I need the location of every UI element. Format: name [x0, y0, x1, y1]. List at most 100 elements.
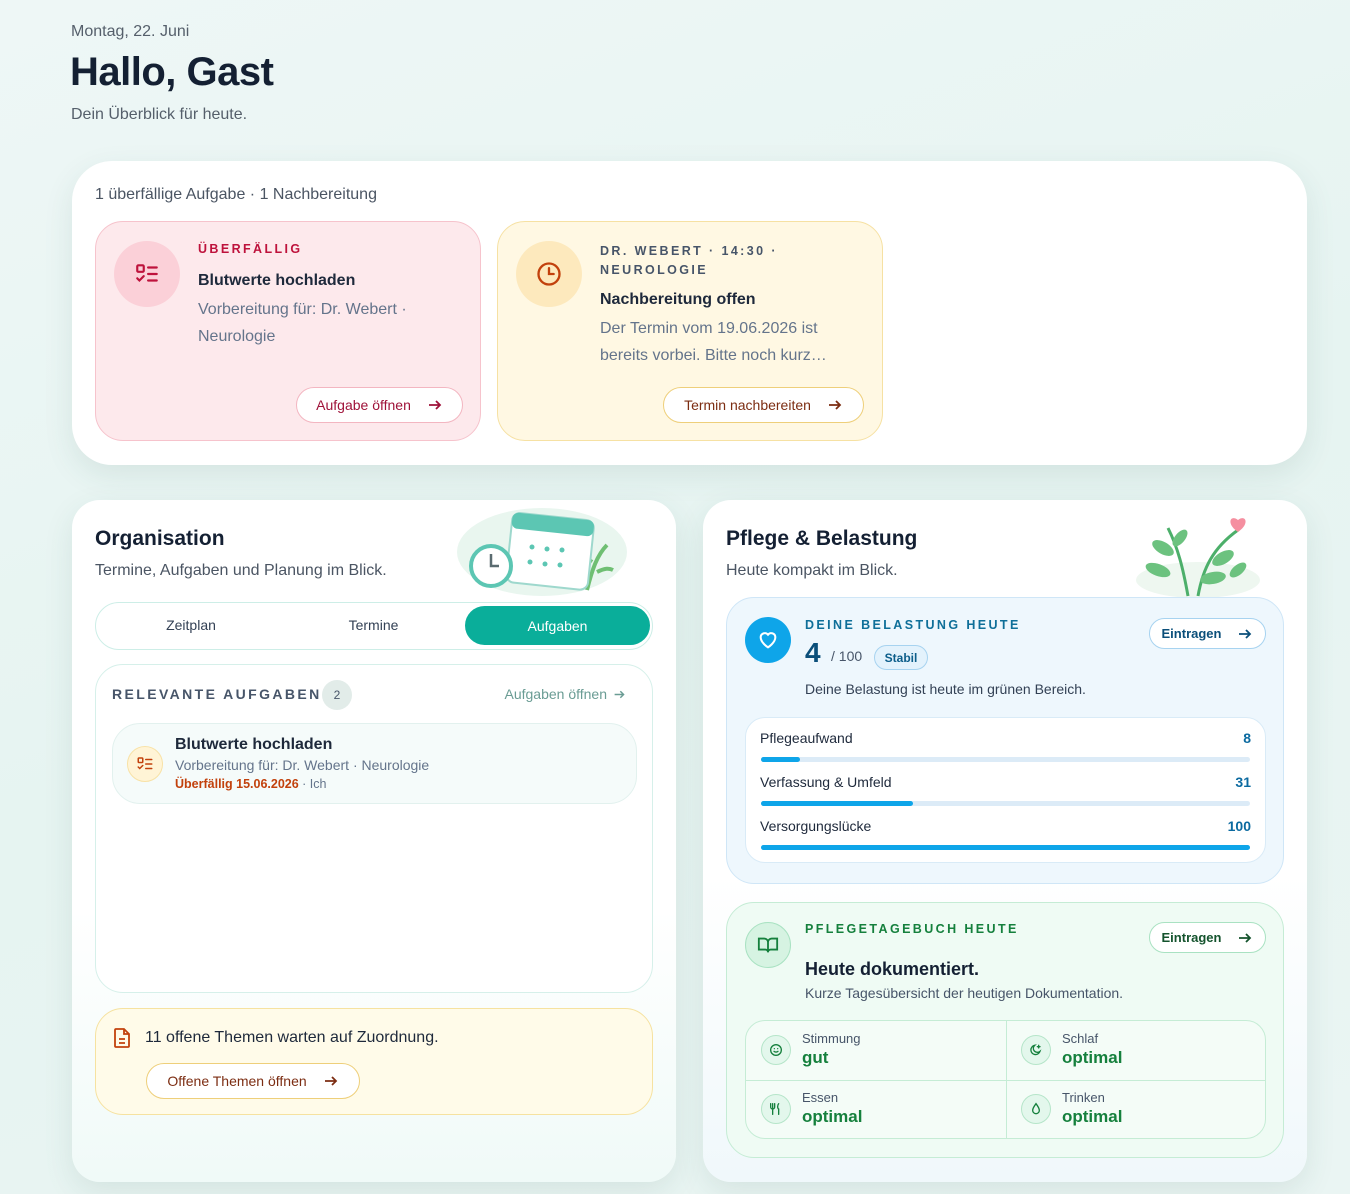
load-text: Deine Belastung ist heute im grünen Bere… — [805, 681, 1086, 697]
load-max: / 100 — [831, 648, 863, 664]
card-text: Der Termin vom 19.06.2026 ist bereits vo… — [600, 320, 827, 364]
card-title: Blutwerte hochladen — [198, 272, 356, 289]
icon — [770, 1103, 780, 1115]
factor-value: 8 — [1243, 730, 1251, 746]
heart-icon — [745, 617, 791, 663]
factor-name: Verfassung & Umfeld — [760, 774, 892, 790]
task-owner: · Ich — [302, 777, 327, 791]
bar-track — [761, 801, 1250, 806]
arrow-icon — [1239, 932, 1252, 943]
factor-bar — [761, 801, 913, 806]
tasks-box: RELEVANTE AUFGABEN 2 Aufgaben öffnen Blu… — [95, 664, 653, 993]
task-due: Überfällig 15.06.2026 — [175, 777, 299, 791]
notice-box: 11 offene Themen warten auf Zuordnung. O… — [95, 1008, 653, 1115]
overdue-eyebrow: ÜBERFÄLLIG — [198, 242, 303, 256]
date: Montag, 22. Juni — [71, 23, 190, 40]
task-meta: Überfällig 15.06.2026 · Ich — [175, 777, 326, 792]
tab-active[interactable]: Aufgaben — [465, 606, 650, 645]
calendar-illustration — [457, 508, 627, 596]
notice-text: 11 offene Themen warten auf Zuordnung. — [145, 1029, 439, 1046]
load-eyebrow: DEINE BELASTUNG HEUTE — [805, 618, 1021, 632]
factor-bar — [761, 845, 1250, 850]
care-panel: Pflege & Belastung Heute kompakt im Blic… — [703, 500, 1307, 1182]
button-label: Offene Themen öffnen — [167, 1073, 307, 1089]
factor-value: 31 — [1235, 774, 1251, 790]
diary-title: Heute dokumentiert. — [805, 959, 980, 979]
section-title: Pflege & Belastung — [726, 527, 918, 550]
section-title: Organisation — [95, 527, 225, 550]
tab[interactable]: Zeitplan — [166, 617, 216, 633]
alerts-panel: 1 überfällige Aufgabe · 1 Nachbereitung … — [72, 161, 1307, 465]
button-label: Eintragen — [1161, 930, 1222, 945]
organisation-panel: Organisation Termine, Aufgaben und Planu… — [72, 500, 676, 1182]
factor-value: 100 — [1227, 818, 1251, 834]
task-count: 2 — [322, 680, 352, 710]
icon — [1030, 1044, 1042, 1056]
alerts-summary: 1 überfällige Aufgabe · 1 Nachbereitung — [95, 186, 377, 203]
button-label: Aufgabe öffnen — [316, 397, 411, 413]
diary-entry-button[interactable]: Eintragen — [1149, 922, 1266, 953]
icon — [1031, 1102, 1041, 1115]
card-title: Nachbereitung offen — [600, 291, 756, 308]
bar-track — [761, 757, 1250, 762]
button-label: Eintragen — [1161, 626, 1222, 641]
arrow-icon — [428, 400, 442, 410]
load-box: DEINE BELASTUNG HEUTE 4 / 100 Stabil Ein… — [726, 597, 1284, 884]
diary-text: Kurze Tagesübersicht der heutigen Dokume… — [805, 985, 1124, 1001]
divider — [1006, 1021, 1007, 1138]
section-subtitle: Termine, Aufgaben und Planung im Blick. — [95, 562, 387, 579]
arrow-icon — [614, 690, 625, 698]
diary-icon — [1021, 1035, 1051, 1065]
arrow-icon — [1239, 628, 1252, 639]
followup-eyebrow: DR. WEBERT · 14:30 · NEUROLOGIE — [600, 244, 778, 277]
task-icon — [127, 746, 163, 782]
tab-bar: Zeitplan Termine Aufgaben — [95, 602, 653, 650]
arrow-icon — [324, 1076, 337, 1086]
task-title: Blutwerte hochladen — [175, 736, 333, 753]
tab[interactable]: Termine — [348, 617, 399, 633]
load-badge: Stabil — [874, 645, 928, 670]
diary-label: Trinken — [1062, 1090, 1105, 1105]
diary-label: Schlaf — [1062, 1031, 1099, 1046]
subtitle: Dein Überblick für heute. — [71, 106, 248, 123]
greeting: Hallo, Gast — [70, 50, 274, 94]
load-score: 4 — [805, 637, 821, 668]
book-icon — [745, 922, 791, 968]
factor-box: Pflegeaufwand 8 Verfassung & Umfeld 31 Verso… — [745, 717, 1266, 863]
divider — [746, 1080, 1265, 1081]
factor-name: Versorgungslücke — [760, 818, 872, 834]
diary-label: Essen — [802, 1090, 839, 1105]
bar-track — [761, 845, 1250, 850]
diary-icon — [761, 1094, 791, 1124]
task-subtitle: Vorbereitung für: Dr. Webert · Neurologi… — [175, 757, 430, 773]
diary-icon — [761, 1035, 791, 1065]
icon — [770, 1044, 782, 1056]
load-entry-button[interactable]: Eintragen — [1149, 618, 1266, 649]
factor-bar — [761, 757, 801, 762]
diary-value: optimal — [1062, 1048, 1123, 1067]
link-label: Aufgaben öffnen — [504, 686, 607, 702]
diary-value: gut — [802, 1048, 829, 1067]
diary-grid: Stimmung gut Schlaf optimal Essen optimal Trin… — [745, 1020, 1266, 1139]
diary-eyebrow: PFLEGETAGEBUCH HEUTE — [805, 922, 1019, 936]
followup-button[interactable]: Termin nachbereiten — [663, 387, 864, 423]
clock-icon — [516, 241, 582, 307]
document-icon — [114, 1028, 130, 1048]
tasks-heading: RELEVANTE AUFGABEN — [112, 686, 322, 702]
diary-value: optimal — [1062, 1107, 1123, 1126]
card-text: Vorbereitung für: Dr. Webert · Neurologi… — [198, 301, 407, 345]
open-task-button[interactable]: Aufgabe öffnen — [296, 387, 463, 423]
notice-button[interactable]: Offene Themen öffnen — [146, 1063, 360, 1099]
diary-box: PFLEGETAGEBUCH HEUTE Eintragen Heute dok… — [726, 902, 1284, 1158]
section-subtitle: Heute kompakt im Blick. — [726, 562, 898, 579]
diary-label: Stimmung — [802, 1031, 861, 1046]
task-icon — [114, 241, 180, 307]
button-label: Termin nachbereiten — [684, 397, 811, 413]
followup-card: DR. WEBERT · 14:30 · NEUROLOGIE Nachbere… — [497, 221, 883, 441]
plant-illustration — [1136, 518, 1260, 598]
factor-name: Pflegeaufwand — [760, 730, 853, 746]
task-item[interactable]: Blutwerte hochladen Vorbereitung für: Dr… — [112, 723, 637, 804]
diary-value: optimal — [802, 1107, 863, 1126]
tasks-link[interactable]: Aufgaben öffnen — [504, 686, 626, 702]
